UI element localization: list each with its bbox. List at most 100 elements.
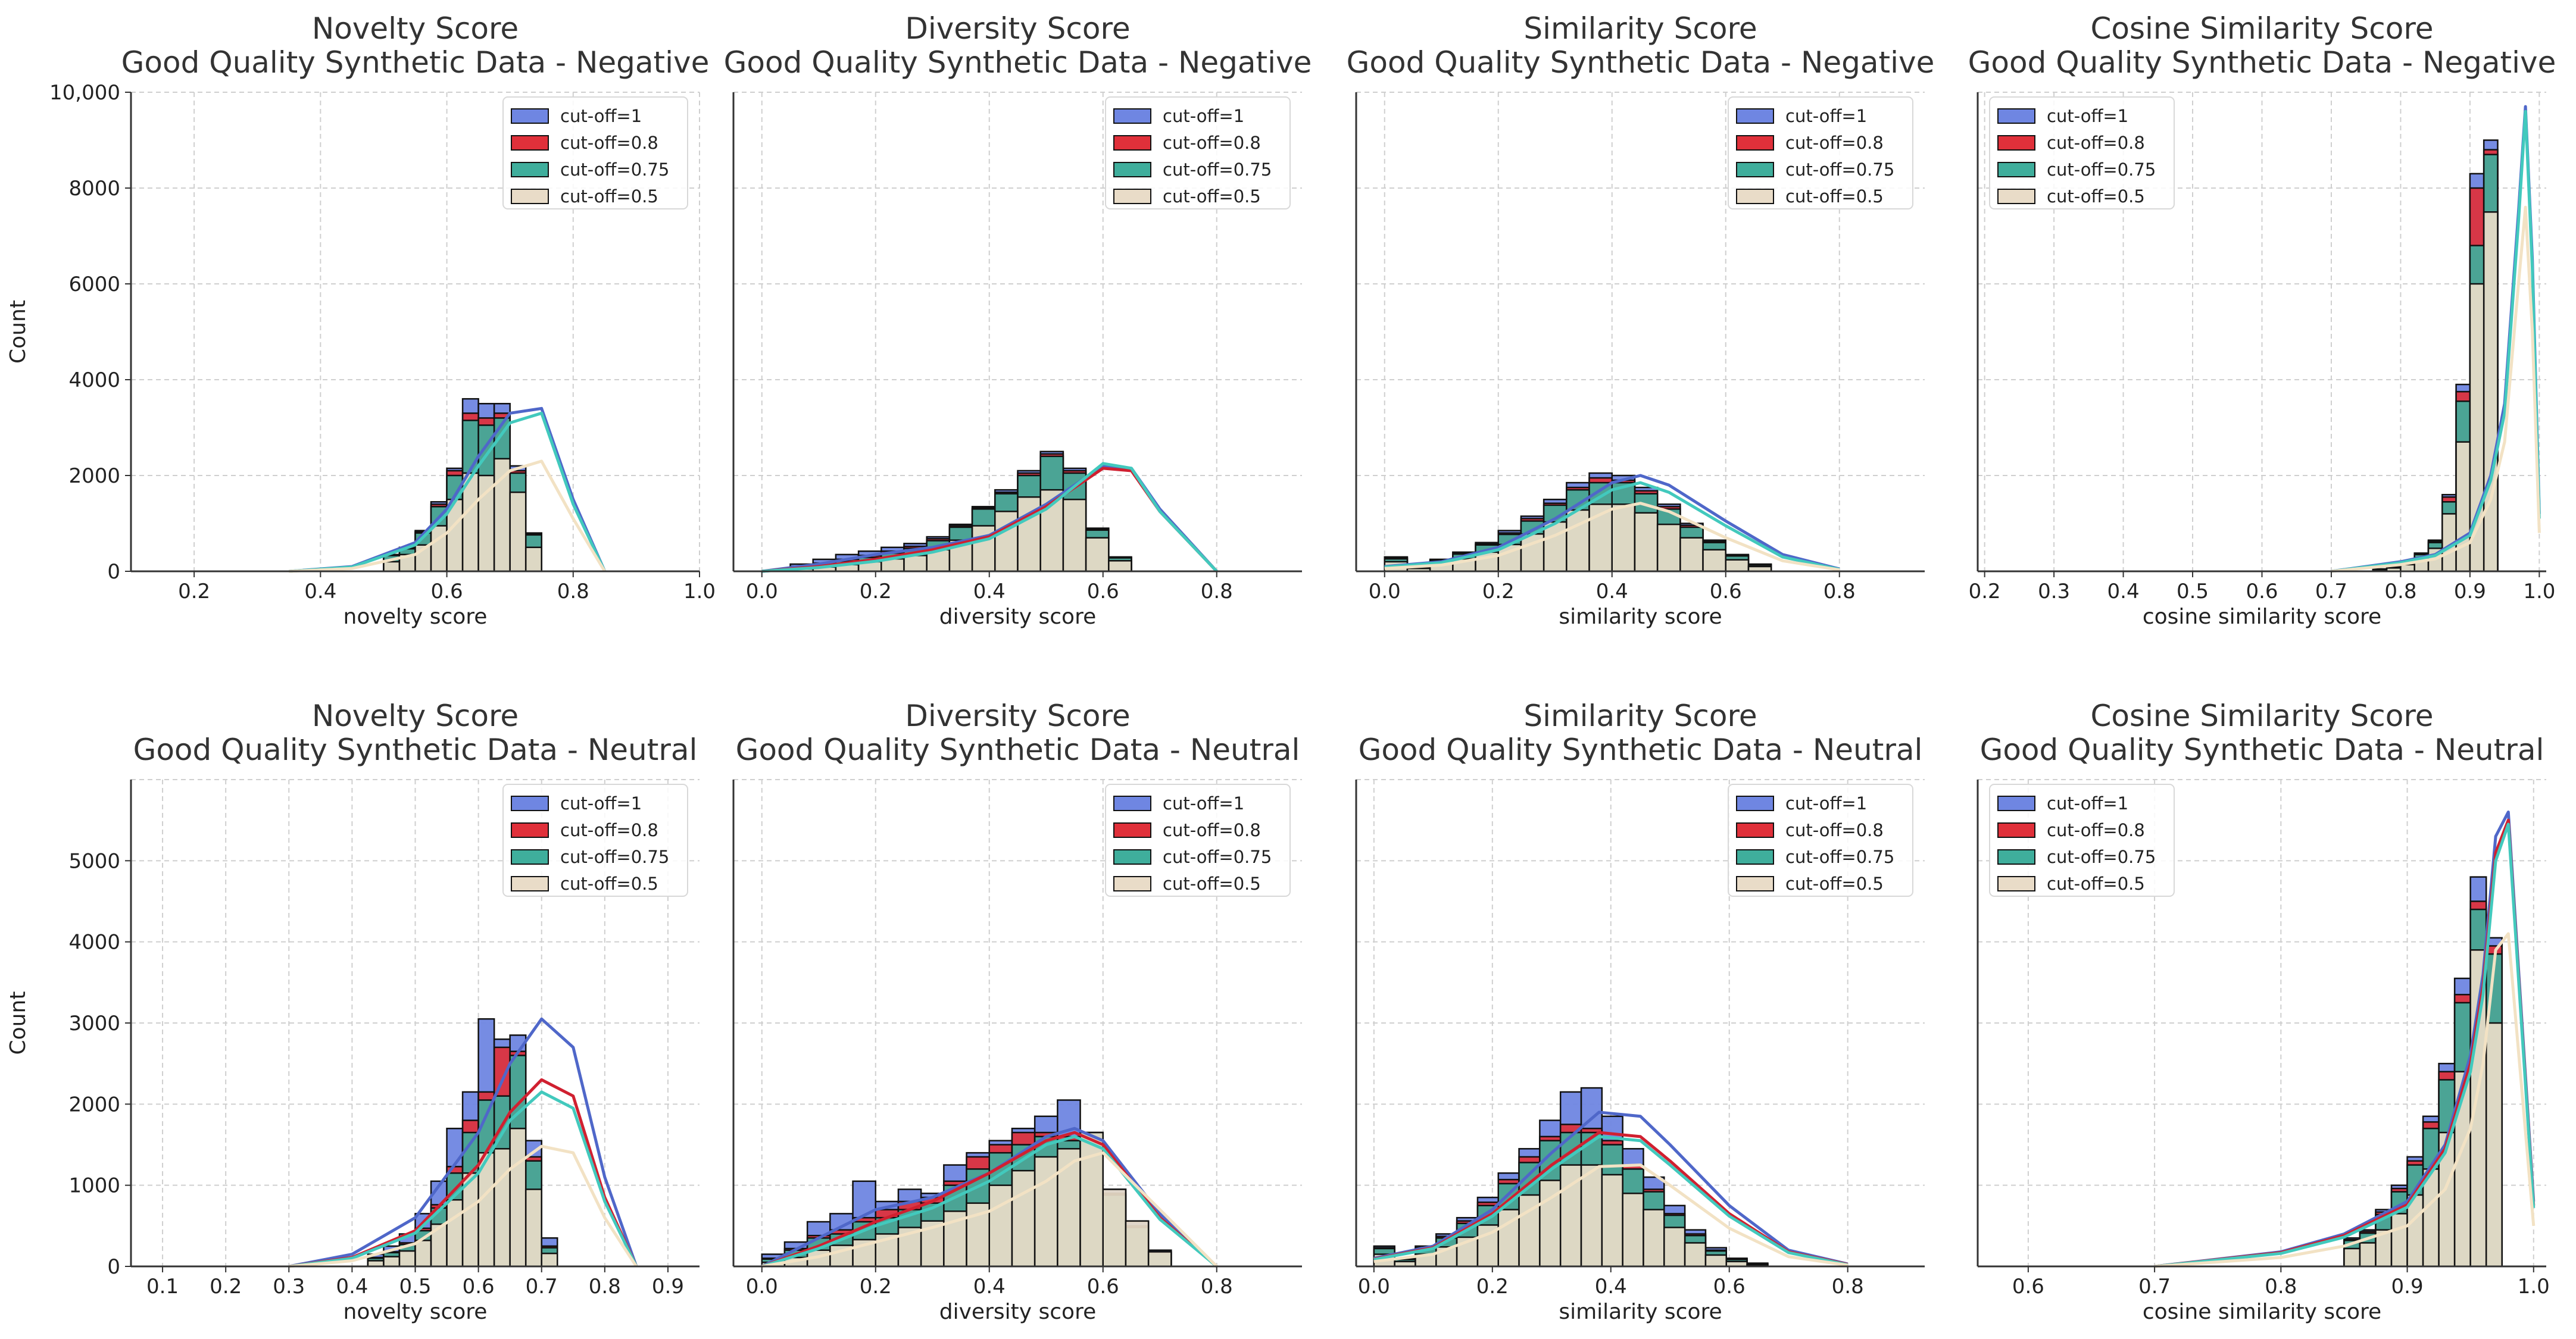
legend-swatch <box>1736 189 1774 204</box>
histogram-bar <box>1566 509 1590 572</box>
legend-swatch <box>511 135 549 151</box>
legend-label: cut-off=0.75 <box>1163 847 1272 867</box>
x-tick-label: 0.6 <box>1713 1275 1746 1299</box>
histogram-bar <box>1643 1209 1665 1268</box>
x-tick-label: 0.8 <box>1201 580 1233 603</box>
kde-line-cut-off=1 <box>1384 474 1840 571</box>
kde-line-cut-off=0.5 <box>2331 205 2541 573</box>
legend: cut-off=1 cut-off=0.8 cut-off=0.75 cut-off=… <box>1105 96 1291 209</box>
y-tick-label: 0 <box>107 560 120 584</box>
legend-swatch <box>511 108 549 124</box>
chart-subtitle: Good Quality Synthetic Data - Neutral <box>736 733 1300 767</box>
histogram-bar <box>1108 560 1132 572</box>
legend-swatch <box>1113 189 1151 204</box>
legend-swatch <box>1997 876 2035 891</box>
x-tick-label: 1.0 <box>2523 580 2555 603</box>
legend-label: cut-off=1 <box>2047 106 2128 126</box>
legend-label: cut-off=1 <box>2047 793 2128 814</box>
legend-label: cut-off=0.5 <box>1785 874 1884 894</box>
histogram-bar <box>477 474 495 572</box>
legend-swatch <box>511 876 549 891</box>
legend-label: cut-off=0.5 <box>1785 186 1884 207</box>
legend-swatch <box>1113 822 1151 838</box>
histogram-bar <box>1062 499 1087 572</box>
histogram-bar <box>1147 1251 1172 1268</box>
x-axis-label: similarity score <box>1559 605 1722 629</box>
histogram-bar <box>541 1252 558 1268</box>
x-tick-label: 0.8 <box>557 580 589 603</box>
histogram-bar <box>2343 1247 2361 1268</box>
bars-cut-off=0.5 <box>2343 949 2503 1268</box>
legend: cut-off=1 cut-off=0.8 cut-off=0.75 cut-off=… <box>1728 784 1913 897</box>
chart-subtitle: Good Quality Synthetic Data - Negative <box>1347 45 1935 80</box>
x-tick-label: 0.2 <box>210 1275 242 1299</box>
x-tick-label: 0.2 <box>178 580 210 603</box>
x-tick-label: 0.2 <box>860 1275 892 1299</box>
legend-label: cut-off=0.75 <box>560 847 669 867</box>
x-tick-label: 0.8 <box>2265 1275 2297 1299</box>
legend-label: cut-off=0.75 <box>2047 159 2156 180</box>
kde-line-cut-off=1 <box>2331 105 2541 573</box>
y-axis-label: Count <box>6 991 30 1055</box>
x-tick-label: 0.5 <box>2177 580 2209 603</box>
kde-line-cut-off=1 <box>288 1017 638 1268</box>
legend-label: cut-off=1 <box>1163 106 1244 126</box>
legend-label: cut-off=0.75 <box>560 159 669 180</box>
kde-line-cut-off=1 <box>761 1127 1218 1268</box>
legend: cut-off=1 cut-off=0.8 cut-off=0.75 cut-off=… <box>1105 784 1291 897</box>
y-tick-label: 5000 <box>68 849 120 873</box>
kde-line-cut-off=0.5 <box>1384 502 1840 572</box>
legend-swatch <box>1997 135 2035 151</box>
legend-swatch <box>1113 135 1151 151</box>
x-tick-label: 0.2 <box>860 580 892 603</box>
legend-swatch <box>1113 796 1151 811</box>
x-tick-label: 0.8 <box>589 1275 621 1299</box>
legend: cut-off=1 cut-off=0.8 cut-off=0.75 cut-off=… <box>502 784 688 897</box>
histogram-bar <box>1634 512 1659 572</box>
chart-title: Novelty Score <box>312 699 519 733</box>
legend-label: cut-off=0.5 <box>1163 186 1261 207</box>
kde-line-cut-off=0.5 <box>1373 1163 1849 1267</box>
kde-line-cut-off=0.75 <box>761 462 1218 573</box>
chart-title: Similarity Score <box>1523 699 1757 733</box>
x-tick-label: 0.7 <box>526 1275 558 1299</box>
legend-label: cut-off=1 <box>1785 793 1867 814</box>
x-tick-label: 0.2 <box>1482 580 1515 603</box>
legend-box <box>1105 784 1291 897</box>
kde-line-cut-off=1 <box>1373 1110 1849 1266</box>
x-tick-label: 0.6 <box>2246 580 2278 603</box>
legend-swatch <box>511 162 549 177</box>
x-axis-label: diversity score <box>939 1300 1096 1324</box>
x-tick-label: 0.6 <box>463 1275 495 1299</box>
x-tick-label: 0.0 <box>1369 580 1401 603</box>
kde-line-cut-off=0.5 <box>761 1151 1218 1268</box>
y-tick-label: 4000 <box>68 931 120 955</box>
x-tick-label: 0.7 <box>2315 580 2347 603</box>
chart-title: Cosine Similarity Score <box>2090 699 2433 733</box>
histogram-bar <box>1622 1193 1644 1268</box>
kde-line-cut-off=0.75 <box>289 411 607 573</box>
y-tick-label: 1000 <box>68 1174 120 1198</box>
chart-subtitle: Good Quality Synthetic Data - Negative <box>724 45 1312 80</box>
x-tick-label: 0.4 <box>973 580 1006 603</box>
legend-swatch <box>1997 189 2035 204</box>
chart-title: Diversity Score <box>905 11 1130 46</box>
legend-box <box>1989 96 2175 209</box>
legend-swatch <box>1113 108 1151 124</box>
y-tick-label: 4000 <box>68 368 120 392</box>
bars-cut-off=0.5 <box>367 1127 558 1268</box>
chart-subtitle: Good Quality Synthetic Data - Neutral <box>1359 733 1923 767</box>
chart-title: Diversity Score <box>905 699 1130 733</box>
x-tick-label: 0.4 <box>304 580 336 603</box>
legend-label: cut-off=0.5 <box>1163 874 1261 894</box>
legend-label: cut-off=0.75 <box>1163 159 1272 180</box>
legend-swatch <box>1997 108 2035 124</box>
kde-line-cut-off=0.5 <box>289 1144 638 1268</box>
histogram-bar <box>1085 537 1110 572</box>
chart-subtitle: Good Quality Synthetic Data - Negative <box>121 45 710 80</box>
histogram-bar <box>1102 1188 1127 1268</box>
x-tick-label: 1.0 <box>683 580 716 603</box>
